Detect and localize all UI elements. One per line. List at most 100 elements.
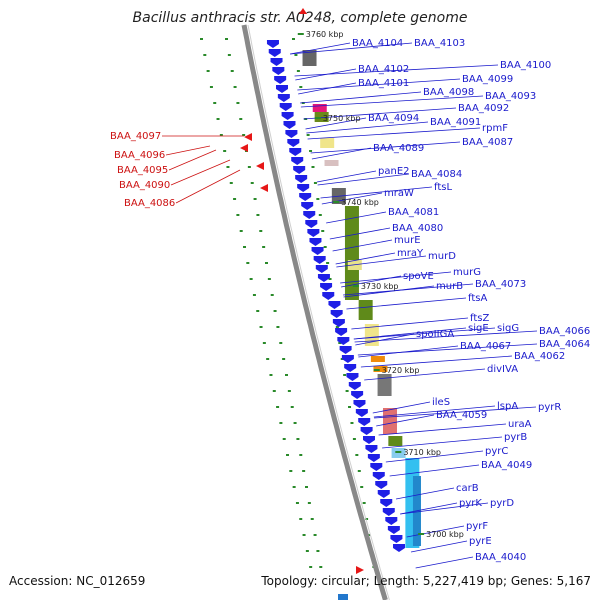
leader-line	[336, 255, 427, 268]
leader-line	[329, 227, 391, 240]
ring-dot-2	[345, 390, 349, 392]
leader-line	[297, 78, 461, 91]
gene-arrow	[390, 535, 403, 543]
gene-label-baa_4093: BAA_4093	[485, 91, 536, 102]
gene-arrow	[317, 274, 330, 282]
ring-dot-2	[313, 182, 317, 184]
leader-line	[355, 333, 415, 346]
content-block-2	[314, 112, 329, 122]
ring-dot-2	[367, 534, 371, 536]
leader-line	[290, 42, 351, 55]
gene-arrow	[305, 220, 318, 228]
content-block-11	[373, 366, 388, 372]
ring-dot-2	[335, 326, 339, 328]
ring-dot-1	[227, 54, 231, 56]
gene-arrow	[370, 463, 383, 471]
ring-dot-1	[305, 486, 308, 488]
gene-arrow	[277, 94, 290, 102]
gene-arrow	[279, 103, 292, 111]
leader-line	[340, 271, 452, 284]
ring-dot-1	[307, 502, 311, 504]
gene-label-sige: sigE	[468, 323, 489, 334]
gene-label-baa_4040: BAA_4040	[475, 552, 526, 563]
ring-dot-0	[256, 310, 260, 312]
ring-dot-1	[230, 70, 234, 72]
content-block-1	[312, 104, 327, 112]
ring-dot-0	[200, 38, 203, 40]
gene-label-baa_4081: BAA_4081	[388, 207, 439, 218]
gene-arrow	[348, 382, 361, 390]
ring-dot-0	[309, 566, 313, 568]
gene-label-carb: carB	[456, 483, 479, 494]
gene-arrow	[313, 256, 326, 264]
leader-line	[351, 317, 469, 330]
tick-label: 3750 kbp	[323, 114, 361, 123]
gene-arrow	[322, 292, 335, 300]
gene-label-baa_4101: BAA_4101	[358, 78, 409, 89]
leader-line	[294, 64, 499, 77]
gene-arrow	[268, 49, 281, 57]
tick-mark	[333, 201, 340, 203]
gene-label-pane2: panE2	[378, 166, 410, 177]
gene-label-iles: ileS	[432, 397, 450, 408]
ring-dot-1	[233, 86, 237, 88]
ring-dot-2	[362, 502, 366, 504]
ring-dot-1	[253, 198, 257, 200]
gene-label-ftsl: ftsL	[434, 182, 452, 193]
leader-line	[385, 450, 484, 463]
ring-dot-1	[276, 326, 280, 328]
leader-line	[316, 170, 377, 183]
ring-dot-0	[249, 278, 253, 280]
gene-arrow	[377, 490, 390, 498]
tick-mark	[395, 451, 402, 453]
reverse-gene-arrow-2	[256, 162, 264, 170]
gene-arrow	[335, 328, 348, 336]
ring-dot-0	[279, 422, 283, 424]
ring-dot-1	[310, 518, 314, 520]
ring-dot-1	[319, 566, 323, 568]
ring-dot-2	[316, 198, 320, 200]
leader-line	[303, 107, 457, 120]
ring-dot-0	[269, 374, 273, 376]
gene-arrow	[365, 445, 378, 453]
ring-dot-1	[282, 358, 286, 360]
leader-line	[382, 436, 503, 449]
gene-label-baa_4098: BAA_4098	[423, 87, 474, 98]
gene-arrow	[274, 76, 287, 84]
gene-label-baa_4092: BAA_4092	[458, 103, 509, 114]
ring-dot-0	[239, 230, 243, 232]
tick-label: 3700 kbp	[426, 530, 464, 539]
leader-line	[290, 42, 413, 55]
tick-label: 3730 kbp	[361, 282, 399, 291]
ring-dot-1	[270, 294, 274, 296]
ring-dot-2	[311, 166, 315, 168]
leader-line	[300, 91, 422, 104]
leader-line	[311, 147, 372, 160]
reverse-gene-arrow-0	[244, 133, 252, 141]
tick-label: 3710 kbp	[403, 448, 441, 457]
ring-dot-1	[267, 278, 271, 280]
gene-arrow	[291, 157, 304, 165]
gene-arrow	[299, 193, 312, 201]
gene-label-murb: murB	[436, 281, 463, 292]
gene-arrow	[372, 472, 385, 480]
ring-dot-0	[223, 150, 227, 152]
leader-line	[400, 502, 458, 515]
kbp-ticks: 3760 kbp 3750 kbp 3740 kbp 3730 kbp 3720 kbp…	[297, 30, 464, 539]
gene-arrow	[367, 454, 380, 462]
content-block-3	[320, 138, 335, 148]
leader-line	[320, 186, 433, 199]
map-title: Bacillus anthracis str. A0248, complete …	[133, 10, 468, 26]
gene-label-baa_4049: BAA_4049	[481, 460, 532, 471]
gene-arrow	[270, 58, 283, 66]
content-block-10	[370, 356, 385, 362]
ring-dot-2	[350, 422, 354, 424]
gene-arrow	[283, 121, 296, 129]
gene-label-murd: murD	[428, 251, 456, 262]
ring-dot-0	[233, 198, 237, 200]
leader-line-reverse	[170, 159, 231, 186]
gene-arrow	[311, 247, 324, 255]
leader-line	[372, 401, 431, 414]
ring-dot-1	[265, 262, 268, 264]
leader-line-reverse	[168, 149, 217, 171]
